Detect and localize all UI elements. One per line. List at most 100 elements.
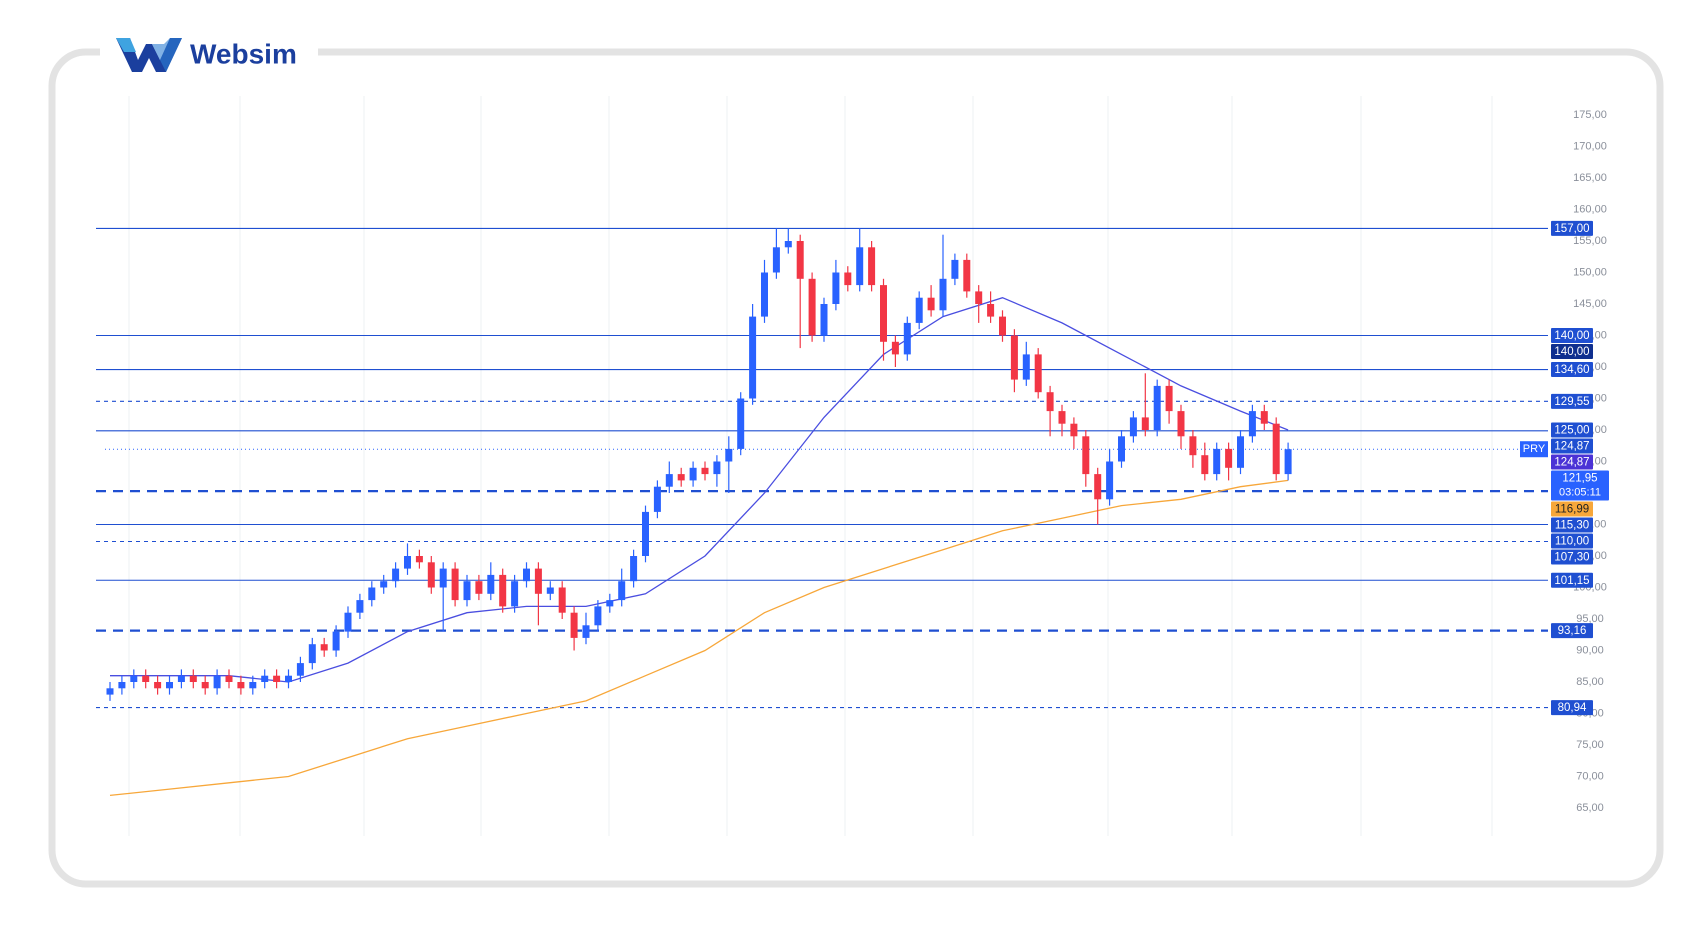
candle-body	[1034, 354, 1042, 393]
candle-body	[1284, 449, 1292, 475]
candle-body	[285, 675, 292, 682]
candle-body	[439, 568, 447, 588]
price-tag-label: 121,95	[1562, 473, 1597, 485]
price-tag-label: 125,00	[1554, 425, 1589, 437]
candle-body	[1248, 411, 1256, 437]
price-tag	[1551, 220, 1593, 236]
candle-body	[880, 285, 887, 342]
y-tick-label: 170,00	[1573, 140, 1607, 152]
candle-body	[975, 291, 983, 304]
price-tag	[1551, 422, 1593, 438]
candle-body	[665, 474, 673, 487]
price-tag	[1551, 470, 1609, 501]
price-tag	[1551, 393, 1593, 409]
candle-body	[618, 581, 626, 601]
candle-body	[1094, 474, 1102, 500]
price-tag-label: 107,30	[1554, 552, 1589, 564]
price-tag-label: 116,99	[1555, 504, 1589, 516]
y-tick-label: 95,00	[1576, 613, 1604, 625]
candle-body	[832, 272, 840, 304]
candle-body	[1225, 448, 1233, 468]
candle-body	[737, 398, 745, 449]
price-tag-label: 157,00	[1554, 223, 1589, 235]
price-tag-label: 134,60	[1554, 364, 1589, 376]
candle-body	[582, 625, 590, 638]
candle-body	[987, 304, 995, 317]
candle-body	[903, 322, 911, 355]
candle-body	[891, 341, 899, 355]
price-tag-label: 101,15	[1554, 575, 1589, 587]
candle-body	[213, 675, 221, 689]
candle-body	[1058, 411, 1066, 424]
candle-body	[261, 675, 269, 682]
price-tag	[1551, 623, 1593, 639]
candle-body	[689, 467, 697, 481]
candle-body	[534, 568, 542, 594]
price-tag	[1551, 328, 1593, 343]
candle-body	[332, 631, 340, 651]
candle-body	[415, 556, 423, 563]
candle-body	[999, 316, 1006, 336]
price-tag-label: 124,87	[1554, 441, 1589, 453]
price-tag-label: 124,87	[1554, 457, 1589, 469]
candle-body	[344, 612, 352, 632]
candle-body	[273, 675, 281, 682]
y-tick-label: 70,00	[1576, 770, 1604, 782]
brand: Websim	[190, 38, 297, 69]
candle-body	[511, 581, 519, 607]
candle-body	[1153, 385, 1161, 430]
candle-body	[356, 600, 364, 613]
candle-body	[142, 675, 150, 682]
y-tick-label: 150,00	[1573, 266, 1607, 278]
candle-body	[463, 581, 471, 601]
price-tag	[1551, 438, 1593, 454]
candle-body	[392, 568, 400, 582]
candle-body	[558, 587, 566, 613]
y-tick-label: 75,00	[1576, 739, 1604, 751]
y-tick-label: 160,00	[1573, 203, 1607, 215]
logo-mark	[116, 38, 182, 72]
candle-body	[749, 316, 757, 399]
price-tag	[1551, 517, 1593, 533]
candle-body	[380, 581, 388, 588]
candle-body	[154, 682, 162, 689]
y-tick-label: 85,00	[1576, 676, 1604, 688]
candle-body	[1118, 436, 1125, 462]
price-tag-label: 129,55	[1554, 396, 1589, 408]
price-tag-label: 140,00	[1554, 330, 1589, 342]
candle-body	[653, 486, 661, 512]
candle-body	[1022, 354, 1030, 380]
price-tag	[1551, 572, 1593, 588]
candle-body	[368, 587, 376, 601]
candle-body	[237, 682, 245, 689]
candle-body	[951, 259, 959, 279]
candle-body	[927, 297, 935, 311]
candle-body	[713, 461, 721, 475]
candle-body	[570, 612, 578, 638]
candle-body	[677, 474, 685, 481]
candle-body	[166, 682, 173, 689]
ma-line	[109, 479, 1289, 797]
candle-body	[523, 568, 530, 582]
candle-body	[201, 682, 209, 689]
price-tag	[1551, 549, 1593, 565]
candle-body	[1070, 423, 1078, 437]
price-tag-label: 80,94	[1558, 702, 1587, 714]
candle-body	[1260, 411, 1268, 424]
candle-body	[249, 682, 257, 689]
candle-body	[296, 663, 304, 676]
candle-body	[487, 574, 495, 594]
candle-body	[1082, 436, 1090, 475]
candle-body	[189, 675, 197, 682]
candle-body	[451, 568, 459, 601]
candle-body	[915, 297, 923, 323]
price-tag	[1551, 344, 1593, 359]
candle-body	[772, 247, 780, 273]
candle-body	[1129, 417, 1137, 437]
candle-body	[1213, 448, 1221, 475]
y-tick-label: 165,00	[1573, 172, 1607, 184]
price-tag	[1551, 700, 1593, 716]
price-tag-label: 93,16	[1558, 625, 1587, 637]
candle-body	[1106, 461, 1114, 500]
